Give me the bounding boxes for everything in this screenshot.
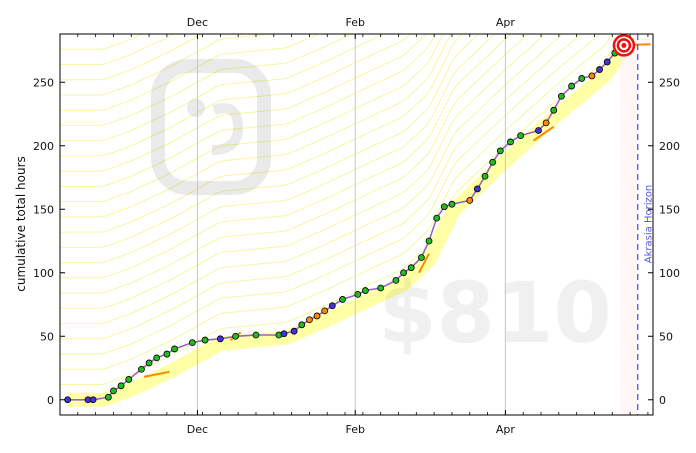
- datapoint: [578, 75, 586, 82]
- month-gridlines: [196, 34, 506, 415]
- datapoint: [400, 269, 407, 277]
- datapoint: [588, 72, 596, 80]
- pledge-watermark: $810: [378, 264, 612, 362]
- y-tick-label-left: 0: [47, 394, 54, 407]
- guideline: [60, 34, 353, 126]
- guideline: [60, 34, 321, 111]
- datapoint: [216, 335, 224, 343]
- x-tick-label-top: Apr: [496, 16, 516, 29]
- datapoint: [163, 350, 171, 358]
- beeminder-logo-watermark: [151, 59, 271, 195]
- horizon-label: Akrasia Horizon: [644, 185, 655, 263]
- datapoint: [440, 203, 448, 211]
- x-axis-ticks: Dec Dec Feb Feb Apr Apr: [59, 16, 649, 436]
- y-tick-label-right: 150: [659, 203, 680, 216]
- datapoint: [473, 185, 481, 193]
- datapoint: [392, 276, 400, 284]
- datapoint: [448, 200, 456, 208]
- datapoint: [306, 316, 313, 324]
- datapoint: [466, 196, 474, 204]
- datapoint: [417, 254, 425, 261]
- y-tick-label-left: 250: [33, 76, 54, 89]
- x-tick-label-bottom: Feb: [345, 423, 364, 436]
- datapoint: [290, 327, 298, 335]
- datapoint: [535, 127, 542, 134]
- datapoint: [280, 330, 288, 338]
- derail-segment: [418, 253, 430, 274]
- datapoint: [550, 106, 558, 114]
- datapoint: [433, 214, 441, 222]
- derail-segment: [532, 125, 555, 142]
- plot-frame: [59, 33, 654, 416]
- datapoints: [64, 44, 624, 404]
- datapoint: [339, 296, 346, 303]
- x-tick-label-bottom: Apr: [496, 423, 516, 436]
- future-shading: [619, 34, 638, 415]
- datapoint: [557, 92, 565, 100]
- y-tick-label-right: 50: [659, 330, 673, 343]
- datapoint: [232, 332, 240, 340]
- datapoint: [125, 376, 133, 383]
- y-tick-label-right: 0: [659, 394, 666, 407]
- datapoint: [568, 82, 575, 90]
- datapoint: [313, 312, 321, 320]
- datapoint: [89, 396, 97, 404]
- datapoint: [489, 158, 497, 166]
- datapoint: [507, 138, 514, 146]
- guideline: [60, 34, 279, 96]
- datapoint: [104, 393, 112, 401]
- watermark: $810: [151, 59, 612, 362]
- guideline: [60, 34, 203, 81]
- derail-segment: [143, 370, 170, 378]
- y-tick-label-right: 100: [659, 267, 680, 280]
- y-tick-label-left: 50: [40, 330, 54, 343]
- datapoint: [496, 147, 504, 155]
- guideline: [60, 34, 176, 65]
- x-tick-label-top: Feb: [345, 16, 364, 29]
- datapoint: [328, 302, 336, 310]
- y-tick-label-left: 200: [33, 140, 54, 153]
- akrasia-horizon: Akrasia Horizon: [637, 34, 655, 415]
- datapoint: [407, 264, 415, 272]
- datapoint: [354, 290, 362, 298]
- datapoint: [201, 336, 209, 344]
- y-axis-ticks: 0 0 50 50 100 100 150 150 200 200 250 250: [33, 76, 680, 407]
- datapoint: [517, 132, 525, 140]
- y-tick-label-right: 250: [659, 76, 680, 89]
- datapoint: [64, 396, 72, 404]
- y-tick-label-left: 100: [33, 267, 54, 280]
- y-tick-label-right: 200: [659, 140, 680, 153]
- bullseye-icon: [612, 34, 636, 57]
- datapoint: [542, 119, 550, 127]
- datapoint: [138, 365, 145, 373]
- datapoint: [596, 66, 603, 73]
- datapoint: [377, 284, 385, 292]
- y-axis-title: cumulative total hours: [14, 156, 28, 292]
- datapoint: [188, 339, 196, 347]
- x-tick-label-top: Dec: [187, 16, 208, 29]
- datapoint: [110, 387, 117, 395]
- datapoint: [117, 382, 125, 390]
- x-tick-label-bottom: Dec: [187, 423, 208, 436]
- bullseye-center: [621, 42, 627, 48]
- datapoint: [603, 58, 611, 66]
- datapoint: [171, 345, 178, 353]
- datapoint: [153, 354, 161, 362]
- datapoint: [362, 287, 369, 294]
- datapoint: [321, 307, 329, 315]
- datapoint: [425, 237, 433, 245]
- y-tick-label-left: 150: [33, 203, 54, 216]
- datapoint: [481, 172, 489, 180]
- datapoint: [145, 359, 153, 367]
- datapoint: [298, 321, 306, 329]
- datapoint: [252, 331, 260, 339]
- future-region: [619, 34, 638, 415]
